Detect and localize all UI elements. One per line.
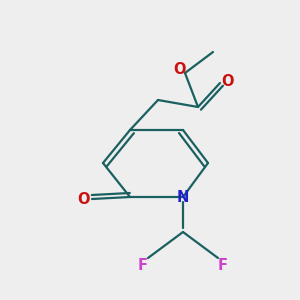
Text: O: O [173,61,185,76]
Text: F: F [138,259,148,274]
Text: N: N [177,190,189,205]
Text: O: O [222,74,234,88]
Text: F: F [218,259,228,274]
Text: O: O [77,191,89,206]
